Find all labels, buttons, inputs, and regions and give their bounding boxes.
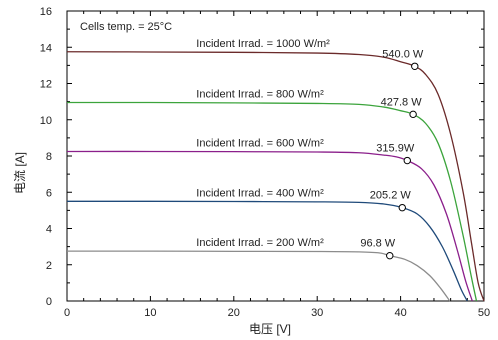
series-label-3: Incident Irrad. = 600 W/m² bbox=[196, 137, 324, 149]
y-tick-label: 2 bbox=[46, 260, 52, 272]
series-label-4: Incident Irrad. = 400 W/m² bbox=[196, 187, 324, 199]
x-axis-label: 电压 [V] bbox=[249, 322, 291, 336]
y-tick-label: 14 bbox=[40, 42, 52, 54]
x-tick-label: 50 bbox=[478, 307, 490, 319]
series-label-1: Incident Irrad. = 1000 W/m² bbox=[196, 38, 330, 50]
x-tick-label: 30 bbox=[311, 307, 323, 319]
mpp-marker-5 bbox=[387, 252, 393, 258]
x-tick-label: 20 bbox=[228, 307, 240, 319]
series-line-3 bbox=[67, 151, 472, 301]
mpp-label-4: 205.2 W bbox=[370, 190, 412, 202]
labels-layer: Incident Irrad. = 1000 W/m² 540.0 W Incide… bbox=[196, 38, 424, 250]
y-tick-label: 4 bbox=[46, 224, 52, 236]
mpp-marker-2 bbox=[410, 111, 416, 117]
y-tick-label: 16 bbox=[40, 6, 52, 18]
mpp-label-3: 315.9W bbox=[376, 143, 415, 155]
x-tick-label: 40 bbox=[394, 307, 406, 319]
y-tick-label: 0 bbox=[46, 296, 52, 308]
y-tick-label: 6 bbox=[46, 187, 52, 199]
x-tick-label: 10 bbox=[144, 307, 156, 319]
mpp-label-5: 96.8 W bbox=[360, 238, 395, 250]
series-label-5: Incident Irrad. = 200 W/m² bbox=[196, 237, 324, 249]
y-tick-label: 12 bbox=[40, 79, 52, 91]
temperature-annotation: Cells temp. = 25°C bbox=[80, 21, 172, 33]
series-line-5 bbox=[67, 251, 450, 301]
mpp-marker-3 bbox=[404, 157, 410, 163]
x-tick-label: 0 bbox=[64, 307, 70, 319]
mpp-label-2: 427.8 W bbox=[381, 96, 423, 108]
y-tick-label: 8 bbox=[46, 151, 52, 163]
mpp-marker-1 bbox=[412, 63, 418, 69]
y-axis-label: 电流 [A] bbox=[13, 152, 27, 194]
series-label-2: Incident Irrad. = 800 W/m² bbox=[196, 89, 324, 101]
y-tick-label: 10 bbox=[40, 115, 52, 127]
mpp-marker-4 bbox=[399, 204, 405, 210]
mpp-label-1: 540.0 W bbox=[382, 48, 424, 60]
